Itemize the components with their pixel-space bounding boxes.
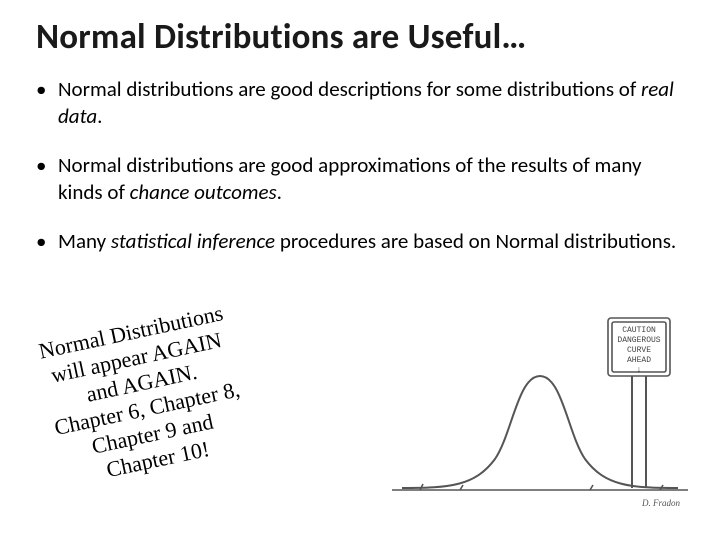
bullet-text-pre: Normal distributions are good descriptio… bbox=[58, 76, 641, 102]
sign-line: CURVE bbox=[627, 346, 651, 355]
bullet-item: Normal distributions are good descriptio… bbox=[36, 76, 684, 130]
sign-arrow-icon: ↓ bbox=[636, 365, 641, 375]
bullet-text-post: . bbox=[97, 103, 102, 129]
bullet-text-ital: statistical inference bbox=[111, 228, 275, 254]
bullet-text-ital: chance outcomes bbox=[130, 179, 277, 205]
slide: { "title": { "text": "Normal Distributio… bbox=[0, 0, 720, 540]
bullet-item: Many statistical inference procedures ar… bbox=[36, 228, 684, 255]
bullet-text-post: procedures are based on Normal distribut… bbox=[275, 228, 676, 254]
bullet-text-pre: Many bbox=[58, 228, 111, 254]
slide-title: Normal Distributions are Useful… bbox=[36, 16, 684, 58]
cartoon-drawing: CAUTION DANGEROUS CURVE AHEAD ↓ D. Frado… bbox=[390, 284, 690, 512]
sign-line: DANGEROUS bbox=[617, 336, 660, 345]
bullet-list: Normal distributions are good descriptio… bbox=[36, 76, 684, 254]
sign-line: CAUTION bbox=[622, 326, 656, 335]
artist-credit: D. Fradon bbox=[641, 498, 680, 508]
handwritten-callout: Normal Distributions will appear AGAIN a… bbox=[36, 300, 253, 492]
bullet-text-post: . bbox=[277, 179, 282, 205]
bullet-item: Normal distributions are good approximat… bbox=[36, 152, 684, 206]
sign-line: AHEAD bbox=[627, 356, 651, 365]
